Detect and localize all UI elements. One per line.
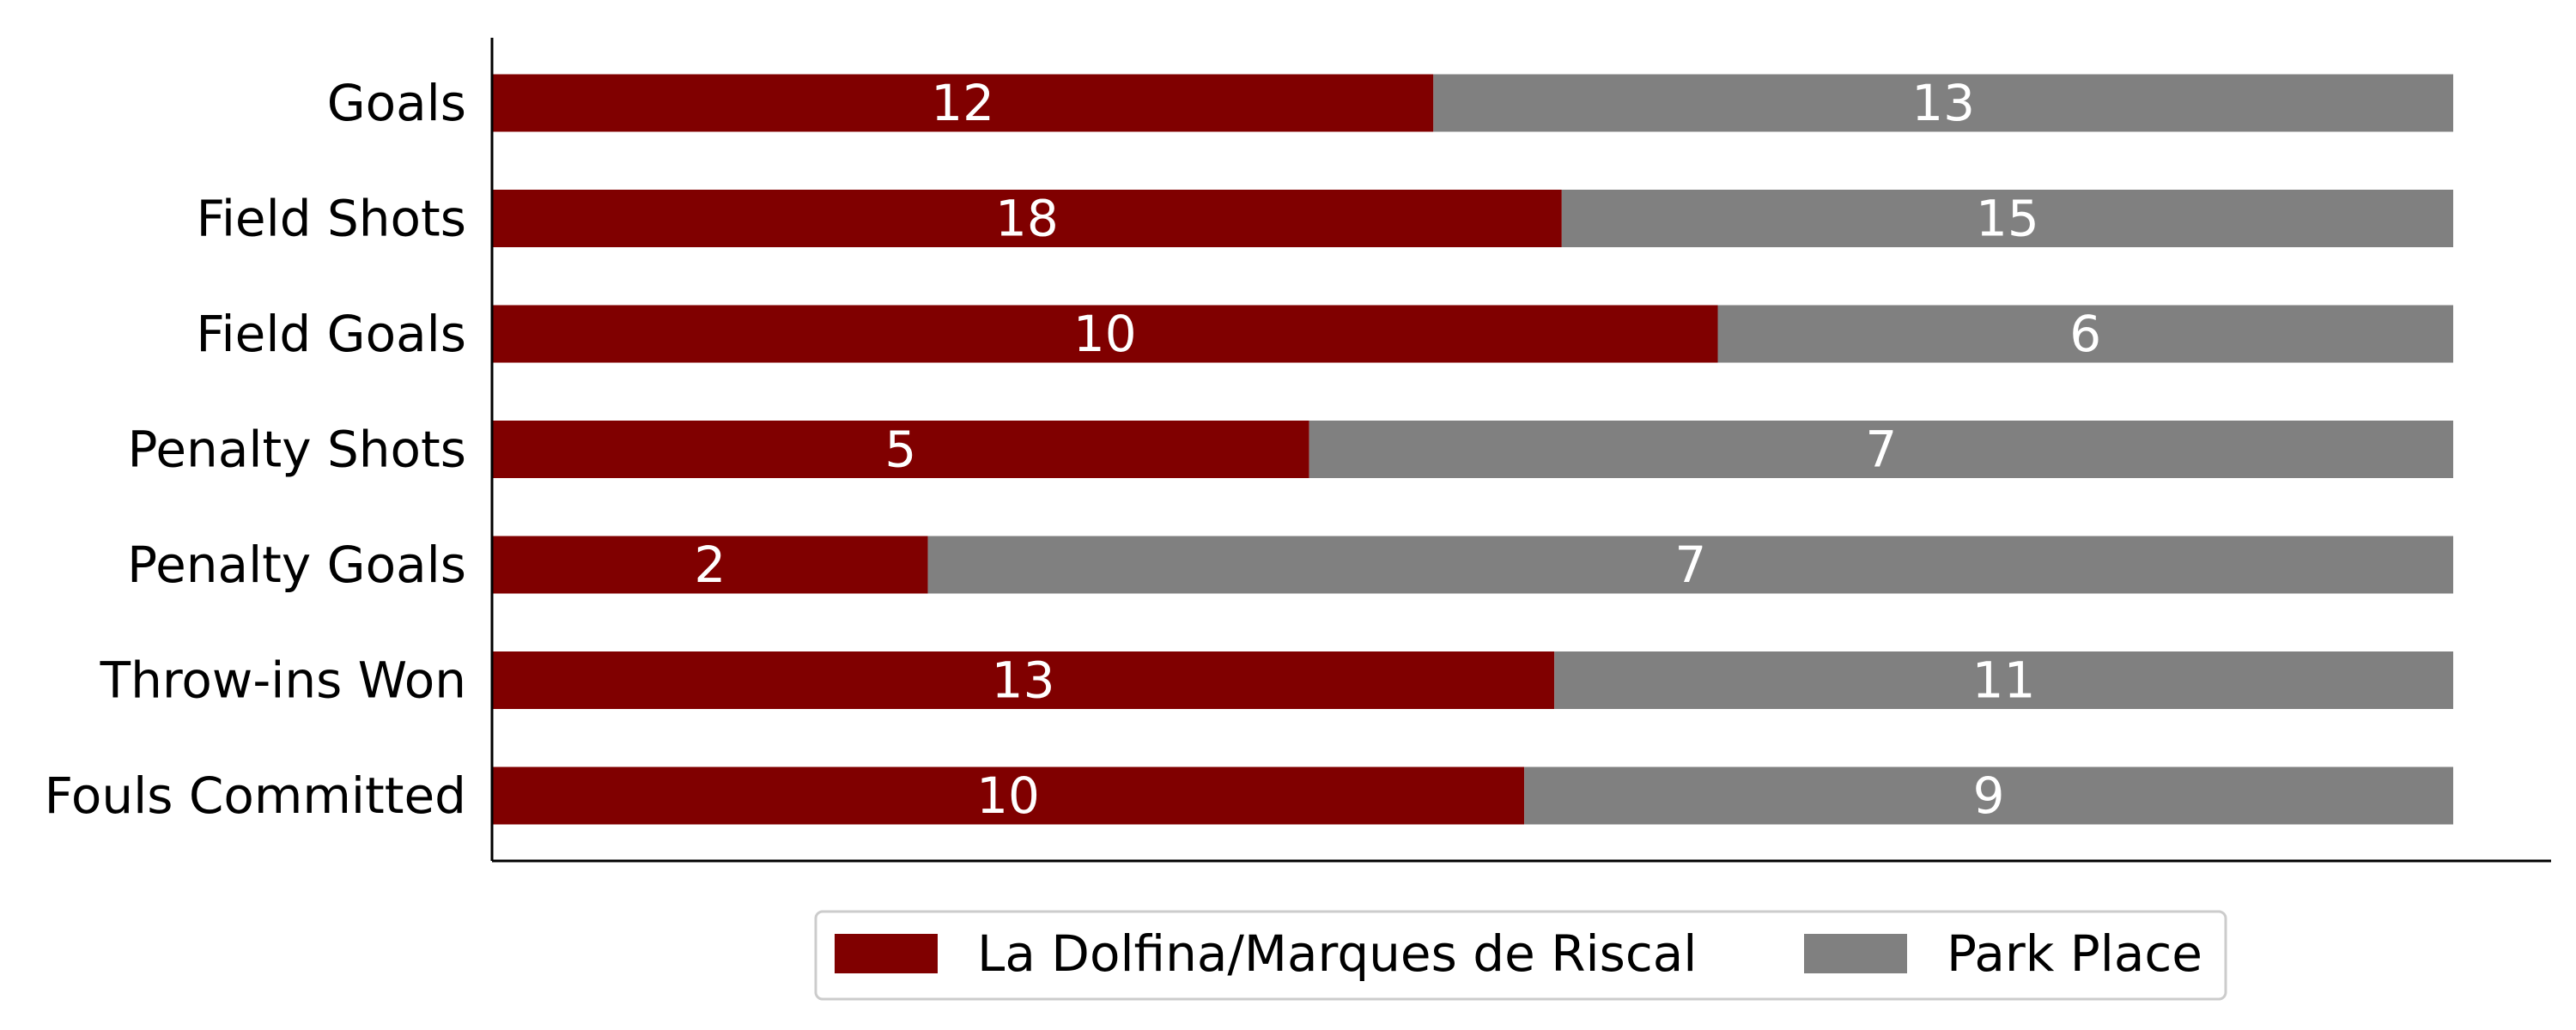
bar-la-dolfina-marques-de-riscal-fouls-committed (492, 766, 1525, 825)
data-label-park-place-field-shots: 15 (1976, 190, 2039, 248)
legend-label-la-dolfina: La Dolfina/Marques de Riscal (977, 924, 1697, 983)
bar-park-place-penalty-goals (927, 536, 2453, 594)
bar-la-dolfina-marques-de-riscal-penalty-shots (492, 421, 1309, 478)
data-label-park-place-goals: 13 (1911, 74, 1975, 132)
data-label-la-dolfina-marques-de-riscal-penalty-shots: 5 (884, 421, 916, 479)
legend-label-park-place: Park Place (1947, 924, 2202, 983)
bar-la-dolfina-marques-de-riscal-penalty-goals (492, 536, 928, 594)
bar-park-place-field-shots (1561, 190, 2453, 247)
category-label-penalty-shots: Penalty Shots (127, 421, 466, 479)
data-label-park-place-field-goals: 6 (2069, 305, 2101, 363)
data-labels-layer: 12 13 18 15 10 6 5 7 2 7 13 11 10 9 (694, 74, 2101, 825)
legend: La Dolfina/Marques de Riscal Park Place (814, 910, 2227, 1001)
data-label-la-dolfina-marques-de-riscal-field-goals: 10 (1073, 305, 1137, 363)
bar-park-place-fouls-committed (1524, 766, 2453, 825)
category-label-goals: Goals (327, 74, 466, 132)
data-label-la-dolfina-marques-de-riscal-goals: 12 (931, 74, 994, 132)
bar-la-dolfina-marques-de-riscal-field-shots (492, 190, 1562, 247)
bars-layer (492, 74, 2453, 825)
legend-frame (814, 910, 2227, 1001)
bar-park-place-penalty-shots (1309, 421, 2453, 478)
category-label-throw-ins-won: Throw-ins Won (100, 651, 466, 710)
data-label-la-dolfina-marques-de-riscal-penalty-goals: 2 (694, 536, 726, 594)
data-label-park-place-fouls-committed: 9 (1973, 766, 2005, 825)
bar-la-dolfina-marques-de-riscal-goals (492, 74, 1434, 132)
data-label-park-place-penalty-goals: 7 (1674, 536, 1706, 594)
bar-la-dolfina-marques-de-riscal-throw-ins-won (492, 651, 1555, 709)
legend-swatch-la-dolfina (835, 934, 938, 973)
data-label-la-dolfina-marques-de-riscal-throw-ins-won: 13 (992, 651, 1055, 710)
category-label-field-shots: Field Shots (197, 190, 466, 248)
data-label-park-place-throw-ins-won: 11 (1972, 651, 2036, 710)
data-label-la-dolfina-marques-de-riscal-fouls-committed: 10 (976, 766, 1040, 825)
data-label-la-dolfina-marques-de-riscal-field-shots: 18 (995, 190, 1059, 248)
bar-park-place-goals (1433, 74, 2453, 132)
category-labels-layer: Goals Field Shots Field Goals Penalty Shots… (45, 74, 466, 825)
data-label-park-place-penalty-shots: 7 (1865, 421, 1897, 479)
category-label-fouls-committed: Fouls Committed (45, 766, 466, 825)
category-label-penalty-goals: Penalty Goals (127, 536, 466, 594)
legend-swatch-park-place (1804, 934, 1907, 973)
bar-park-place-throw-ins-won (1554, 651, 2453, 709)
category-label-field-goals: Field Goals (196, 305, 466, 363)
bar-park-place-field-goals (1717, 305, 2453, 363)
bar-la-dolfina-marques-de-riscal-field-goals (492, 305, 1718, 363)
